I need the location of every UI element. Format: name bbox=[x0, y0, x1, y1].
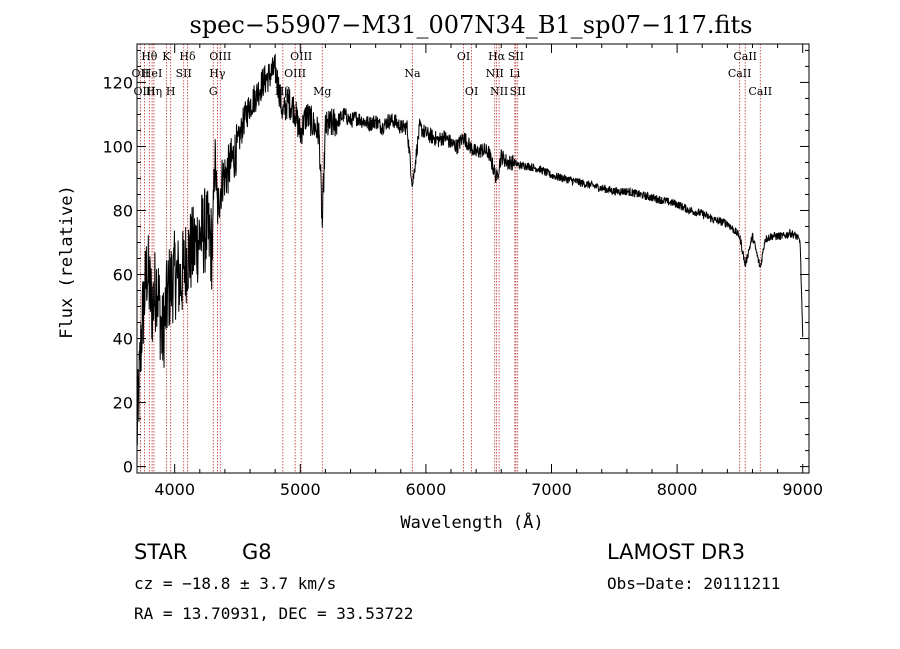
line-label-27: CaII bbox=[748, 85, 772, 98]
y-tick-label-60: 60 bbox=[113, 266, 133, 285]
survey-name: LAMOST DR3 bbox=[607, 540, 745, 564]
line-label-16: Na bbox=[404, 67, 421, 80]
y-axis-ticks: 0 20 40 60 80 100 120 bbox=[102, 49, 809, 477]
y-axis-label: Flux (relative) bbox=[57, 185, 77, 339]
spectrum-series-line bbox=[136, 53, 804, 446]
x-tick-label-5000: 5000 bbox=[280, 480, 321, 499]
y-tick-label-120: 120 bbox=[102, 73, 133, 92]
line-label-5: K bbox=[162, 50, 171, 63]
plot-frame bbox=[136, 43, 810, 474]
line-label-15: Mg bbox=[313, 85, 331, 98]
ra-dec: RA = 13.70931, DEC = 33.53722 bbox=[134, 604, 413, 623]
y-tick-label-0: 0 bbox=[123, 458, 133, 477]
line-label-22: SII bbox=[508, 50, 524, 63]
line-label-4: Hη bbox=[146, 85, 162, 98]
line-label-6: H bbox=[166, 85, 176, 98]
line-label-14: OIII bbox=[284, 67, 306, 80]
x-tick-label-6000: 6000 bbox=[406, 480, 447, 499]
x-axis-label: Wavelength (Å) bbox=[400, 511, 543, 533]
x-tick-label-4000: 4000 bbox=[154, 480, 195, 499]
line-label-2: OIII bbox=[134, 85, 156, 98]
line-label-9: OIII bbox=[209, 50, 231, 63]
line-label-3: HeI bbox=[142, 67, 162, 80]
x-tick-label-9000: 9000 bbox=[782, 480, 823, 499]
x-axis-ticks: 4000 5000 6000 7000 8000 9000 bbox=[154, 44, 823, 499]
y-tick-label-20: 20 bbox=[113, 394, 133, 413]
line-label-19: Hα bbox=[488, 50, 506, 63]
line-label-26: CaII bbox=[728, 67, 752, 80]
line-label-23: Li bbox=[509, 67, 520, 80]
line-label-24: SII bbox=[510, 85, 526, 98]
y-tick-label-80: 80 bbox=[113, 201, 133, 220]
line-label-25: CaII bbox=[733, 50, 757, 63]
line-label-13: OIII bbox=[290, 50, 312, 63]
line-label-7: SII bbox=[176, 67, 192, 80]
object-class: STAR bbox=[134, 540, 187, 564]
y-tick-label-100: 100 bbox=[102, 137, 133, 156]
line-label-21: NII bbox=[490, 85, 508, 98]
line-label-17: OI bbox=[457, 50, 470, 63]
line-label-8: Hδ bbox=[179, 50, 196, 63]
line-label-11: G bbox=[209, 85, 218, 98]
observation-date: Obs−Date: 20111211 bbox=[607, 574, 780, 593]
chart-title: spec−55907−M31_007N34_B1_sp07−117.fits bbox=[190, 11, 753, 39]
spectral-line-markers bbox=[139, 44, 761, 473]
line-label-20: NII bbox=[486, 67, 504, 80]
line-label-10: Hγ bbox=[209, 67, 226, 80]
line-label-1: OII bbox=[132, 67, 150, 80]
object-subclass: G8 bbox=[242, 540, 272, 564]
x-tick-label-8000: 8000 bbox=[657, 480, 698, 499]
y-tick-label-40: 40 bbox=[113, 330, 133, 349]
line-label-18: OI bbox=[465, 85, 478, 98]
redshift-cz: cz = −18.8 ± 3.7 km/s bbox=[134, 574, 336, 593]
line-label-0: Hθ bbox=[141, 50, 158, 63]
x-tick-label-7000: 7000 bbox=[531, 480, 572, 499]
